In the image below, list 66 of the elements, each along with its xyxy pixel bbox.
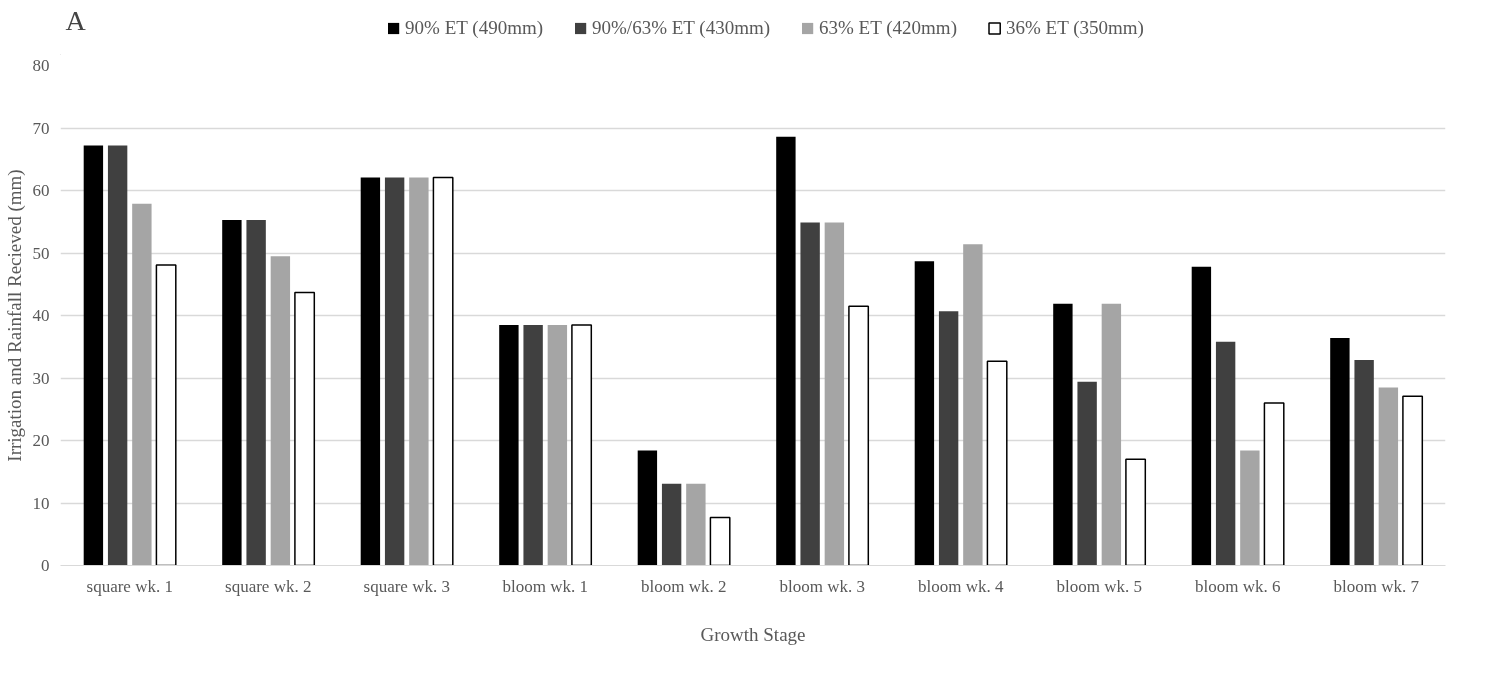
y-tick-label: 10 — [32, 493, 50, 513]
bar — [800, 222, 820, 566]
bar — [432, 176, 454, 566]
bar — [661, 483, 682, 566]
bar — [409, 177, 429, 566]
x-tick-label: bloom wk. 1 — [502, 576, 588, 596]
bar — [824, 222, 845, 566]
x-tick-label: bloom wk. 6 — [1195, 576, 1281, 596]
bar — [155, 264, 177, 566]
bar — [1077, 381, 1097, 566]
x-axis-title: Growth Stage — [700, 623, 806, 645]
bar — [294, 291, 316, 566]
y-tick-label: 70 — [32, 118, 50, 138]
bar — [571, 324, 593, 566]
bar — [986, 360, 1008, 566]
bar — [776, 136, 796, 566]
y-tick-label: 40 — [32, 306, 50, 325]
bar — [963, 244, 983, 566]
text: A — [65, 4, 87, 36]
bar — [1330, 338, 1350, 566]
bar — [848, 305, 870, 566]
bar — [107, 145, 128, 566]
x-tick-label: square wk. 3 — [363, 576, 450, 596]
bar — [1101, 303, 1122, 566]
bar — [938, 311, 959, 566]
bar — [499, 324, 519, 566]
y-axis-title: Irrigation and Rainfall Recieved (mm) — [3, 169, 26, 462]
x-tick-label: bloom wk. 3 — [779, 576, 865, 596]
legend-label: 90%/63% ET (430mm) — [592, 16, 771, 39]
bar — [384, 177, 405, 566]
legend-label: 90% ET (490mm) — [405, 16, 544, 39]
bar — [1378, 387, 1399, 566]
bar — [222, 219, 242, 566]
x-tick-label: bloom wk. 5 — [1056, 576, 1142, 596]
x-tick-label: square wk. 2 — [225, 576, 312, 596]
x-tick-label: square wk. 1 — [86, 576, 173, 596]
y-tick-label: 0 — [41, 556, 50, 575]
bar — [1402, 395, 1424, 566]
legend-label: 63% ET (420mm) — [819, 16, 957, 39]
y-tick-label: 50 — [32, 243, 50, 263]
bar — [1125, 458, 1147, 566]
y-tick-label: 20 — [32, 431, 50, 450]
bar — [1215, 341, 1236, 566]
bar — [1354, 359, 1374, 566]
x-tick-label: bloom wk. 2 — [641, 576, 727, 596]
y-tick-label: 60 — [32, 181, 50, 200]
bar — [1191, 266, 1212, 566]
bar — [83, 145, 104, 566]
bar — [1240, 450, 1260, 566]
bar — [523, 324, 543, 566]
bar — [270, 256, 291, 566]
x-tick-label: bloom wk. 4 — [918, 576, 1004, 596]
bar — [1263, 402, 1285, 566]
y-tick-label: 30 — [32, 368, 50, 388]
bar — [637, 450, 658, 566]
legend-label: 36% ET (350mm) — [1005, 16, 1144, 39]
bar — [246, 219, 266, 566]
y-tick-label: 80 — [32, 56, 50, 75]
bar — [360, 177, 381, 566]
bar — [686, 483, 706, 566]
bar — [547, 324, 568, 566]
bar — [132, 203, 152, 566]
bar — [1053, 303, 1073, 566]
bar — [914, 261, 935, 566]
x-tick-label: bloom wk. 7 — [1333, 576, 1420, 596]
bar — [709, 516, 731, 566]
